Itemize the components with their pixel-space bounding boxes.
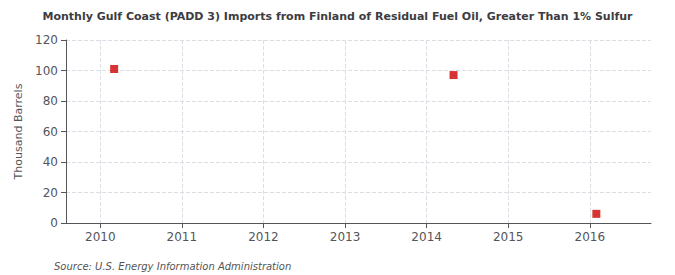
svg-text:100: 100: [35, 64, 58, 78]
svg-text:2010: 2010: [85, 230, 116, 244]
svg-text:2011: 2011: [167, 230, 198, 244]
svg-text:120: 120: [35, 33, 58, 47]
svg-text:2012: 2012: [248, 230, 279, 244]
svg-text:0: 0: [50, 216, 58, 230]
svg-text:20: 20: [43, 186, 58, 200]
svg-text:60: 60: [43, 125, 58, 139]
svg-text:40: 40: [43, 155, 58, 169]
svg-text:Monthly Gulf Coast (PADD 3) Im: Monthly Gulf Coast (PADD 3) Imports from…: [43, 10, 634, 23]
svg-text:80: 80: [43, 94, 58, 108]
svg-text:Thousand Barrels: Thousand Barrels: [12, 83, 25, 180]
svg-text:2014: 2014: [411, 230, 442, 244]
svg-text:2016: 2016: [575, 230, 606, 244]
svg-text:Source: U.S. Energy Informatio: Source: U.S. Energy Information Administ…: [54, 261, 291, 272]
svg-text:2015: 2015: [493, 230, 524, 244]
svg-text:2013: 2013: [330, 230, 361, 244]
